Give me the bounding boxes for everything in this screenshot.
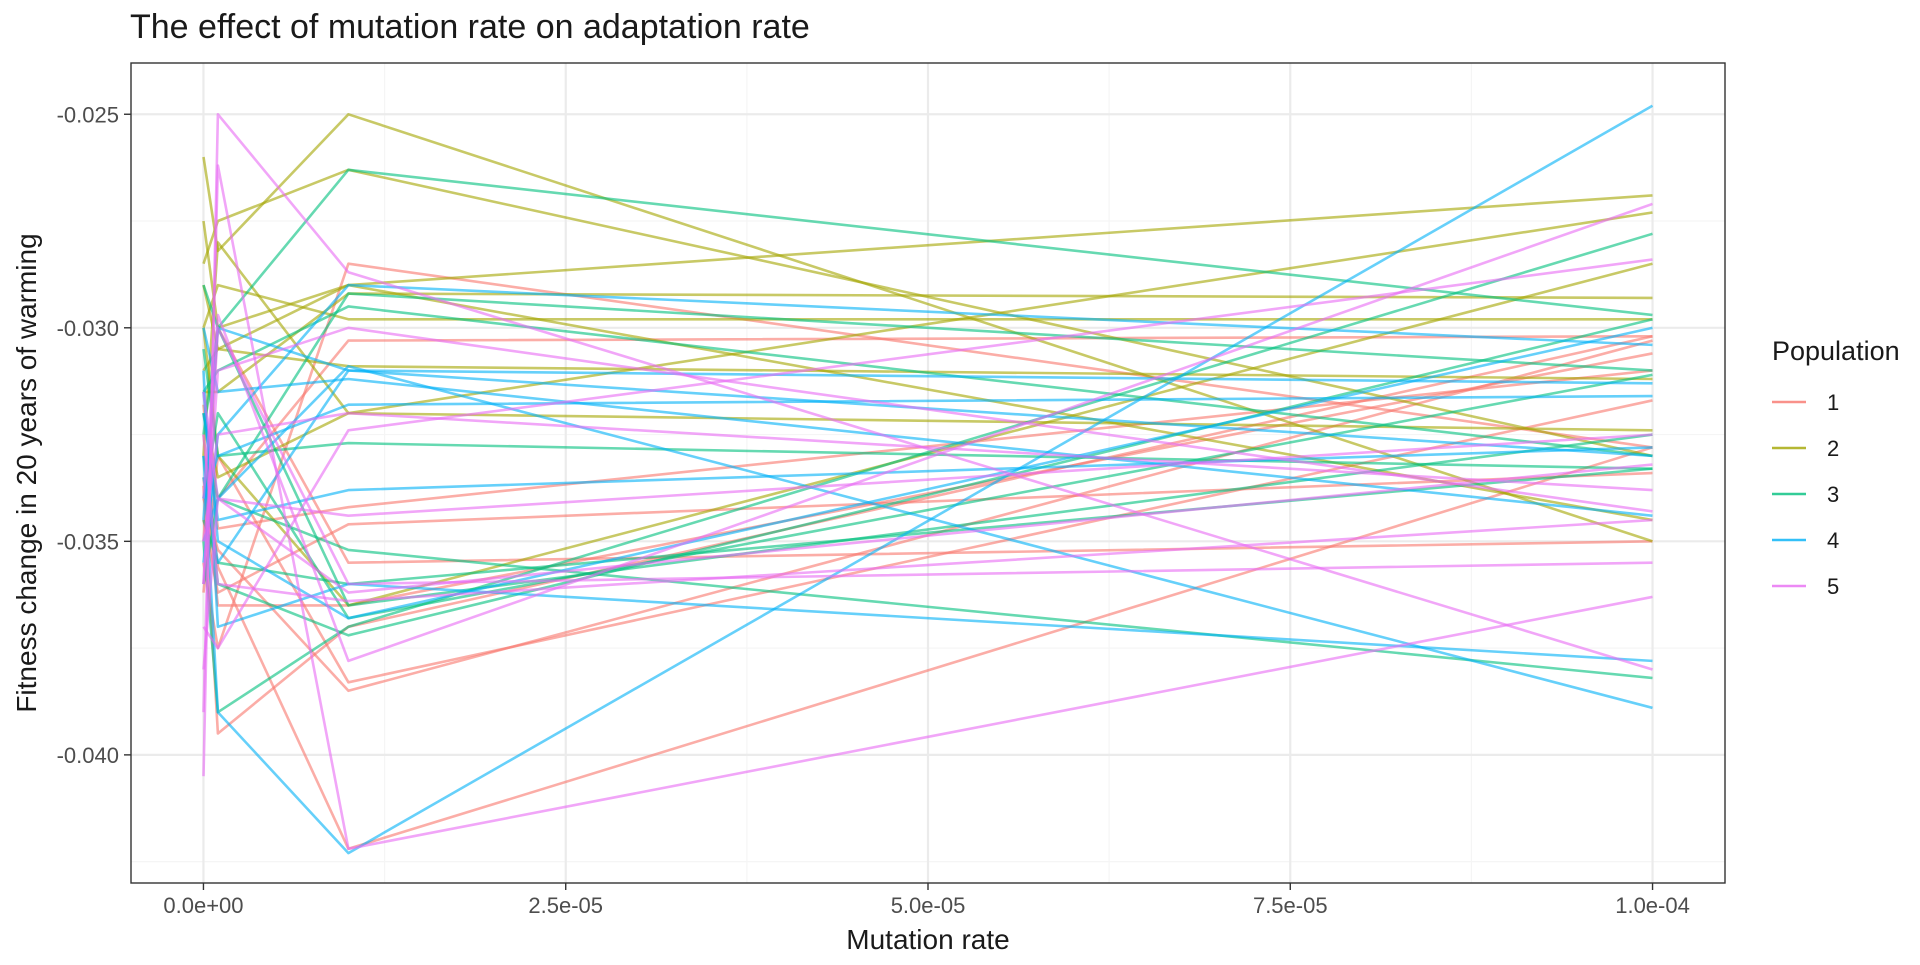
- series-5-line-9: [202, 391, 1653, 594]
- x-tick-label-1: 2.5e-05: [528, 893, 603, 918]
- series-5-line-3: [202, 326, 1653, 586]
- series-2-line-10: [202, 241, 1653, 456]
- series-1-line-8: [202, 471, 1653, 594]
- legend-label-1: 1: [1827, 390, 1839, 415]
- series-5-line-4: [202, 258, 1653, 650]
- series-3-line-3: [202, 232, 1653, 714]
- legend-label-4: 4: [1827, 528, 1839, 553]
- series-3-line-1: [202, 168, 1653, 330]
- legend: Population 1 2 3 4 5: [1772, 336, 1900, 599]
- y-tick-label-2: -0.030: [57, 316, 119, 341]
- series-4-line-6: [202, 327, 1653, 517]
- series-5-line-10: [202, 326, 1653, 585]
- series-2-line-9: [202, 220, 1653, 522]
- y-tick-label-0: -0.040: [57, 743, 119, 768]
- y-axis-label: Fitness change in 20 years of warming: [11, 233, 42, 712]
- series-lines: [202, 104, 1654, 855]
- y-tick-label-3: -0.025: [57, 102, 119, 127]
- series-5-line-5: [202, 202, 1653, 663]
- series-2: [202, 113, 1653, 607]
- x-axis: 0.0e+00 2.5e-05 5.0e-05 7.5e-05 1.0e-04: [163, 883, 1690, 918]
- series-5-line-7: [202, 433, 1653, 670]
- x-tick-label-4: 1.0e-04: [1615, 893, 1690, 918]
- x-axis-label: Mutation rate: [846, 924, 1009, 955]
- chart-title: The effect of mutation rate on adaptatio…: [130, 8, 810, 46]
- series-2-line-1: [202, 113, 1653, 543]
- legend-title: Population: [1772, 336, 1900, 366]
- series-5-line-6: [202, 434, 1653, 603]
- legend-label-5: 5: [1827, 574, 1839, 599]
- legend-items: 1 2 3 4 5: [1772, 390, 1839, 599]
- legend-label-2: 2: [1827, 436, 1839, 461]
- major-gridlines: [131, 63, 1725, 883]
- x-tick-label-0: 0.0e+00: [163, 893, 243, 918]
- x-tick-label-3: 7.5e-05: [1253, 893, 1328, 918]
- legend-label-3: 3: [1827, 482, 1839, 507]
- x-tick-label-2: 5.0e-05: [891, 893, 966, 918]
- y-tick-label-1: -0.035: [57, 529, 119, 554]
- y-axis: -0.040 -0.035 -0.030 -0.025: [57, 102, 131, 768]
- series-2-line-6: [202, 284, 1653, 381]
- series-3-line-10: [202, 292, 1653, 585]
- series-5: [202, 113, 1653, 851]
